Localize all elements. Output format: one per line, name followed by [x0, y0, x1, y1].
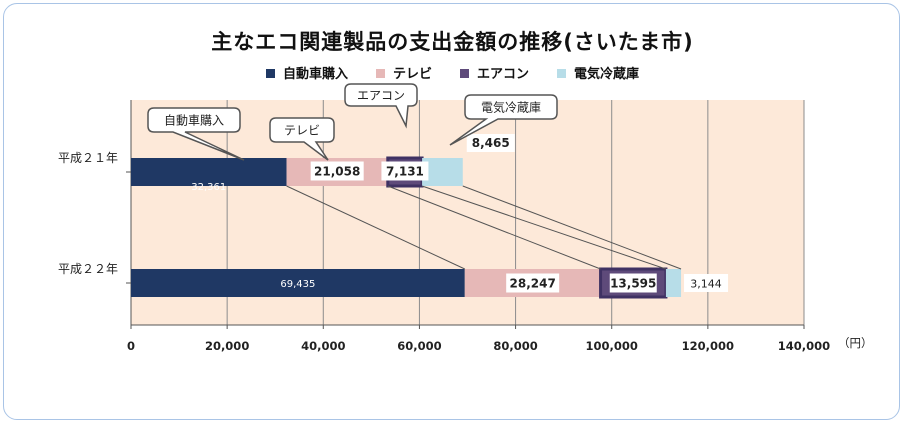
category-label: 平成２１年 — [58, 151, 118, 165]
x-tick-label: 40,000 — [301, 339, 345, 353]
connector-line — [387, 185, 601, 270]
legend-swatch-0 — [265, 69, 275, 78]
category-label: 平成２２年 — [58, 262, 118, 276]
bar-segment — [131, 269, 465, 297]
legend-label-1: テレビ — [392, 67, 432, 82]
data-label-box — [684, 274, 729, 292]
legend-item-1: テレビ — [375, 63, 432, 82]
legend-swatch-1 — [375, 69, 385, 78]
x-tick-label: 60,000 — [397, 339, 441, 353]
data-label: 69,435 — [280, 279, 315, 290]
callout-bubble — [147, 107, 245, 161]
connector-line — [462, 185, 682, 270]
data-label-box — [506, 273, 560, 293]
legend-swatch-2 — [460, 69, 469, 78]
x-tick-label: 20,000 — [205, 339, 249, 353]
x-tick-label: 100,000 — [586, 339, 638, 353]
bar-segment — [665, 269, 682, 297]
data-label-box — [381, 161, 429, 181]
x-tick-label: 140,000 — [778, 339, 830, 353]
callout-label: テレビ — [284, 124, 320, 138]
chart-legend: 自動車購入 テレビ エアコン 電気冷蔵庫 — [0, 63, 905, 82]
legend-swatch-3 — [557, 69, 567, 78]
x-unit-label: （円） — [838, 336, 873, 350]
data-label: 3,144 — [690, 278, 722, 291]
callout-label: 電気冷蔵庫 — [481, 100, 541, 115]
legend-label-0: 自動車購入 — [282, 67, 348, 82]
callout-bubble — [449, 94, 558, 146]
callout-label: エアコン — [357, 89, 405, 103]
data-label: 32,361 — [191, 182, 226, 193]
connector-line — [421, 185, 667, 270]
data-label: 7,131 — [386, 165, 424, 179]
x-tick-label: 120,000 — [682, 339, 734, 353]
legend-label-3: 電気冷蔵庫 — [574, 67, 640, 82]
chart-title: 主なエコ関連製品の支出金額の推移(さいたま市) — [211, 30, 694, 54]
x-tick-label: 80,000 — [493, 339, 537, 353]
connector-line — [286, 185, 465, 270]
legend-item-0: 自動車購入 — [265, 63, 348, 82]
legend-label-2: エアコン — [477, 67, 530, 82]
callout-bubble — [344, 83, 418, 129]
data-label-box — [310, 161, 364, 181]
data-label: 13,595 — [610, 277, 656, 291]
x-tick-label: 0 — [127, 339, 135, 353]
data-label-box — [609, 273, 657, 293]
callout-bubble — [269, 117, 335, 161]
legend-item-2: エアコン — [460, 63, 529, 82]
data-label-box — [466, 134, 515, 152]
bar-segment — [131, 158, 287, 186]
callout-label: 自動車購入 — [164, 114, 224, 128]
data-label: 8,465 — [472, 136, 510, 150]
data-label: 21,058 — [314, 165, 360, 179]
bar-segment — [422, 158, 463, 186]
legend-item-3: 電気冷蔵庫 — [557, 63, 639, 82]
data-label: 28,247 — [510, 277, 556, 291]
